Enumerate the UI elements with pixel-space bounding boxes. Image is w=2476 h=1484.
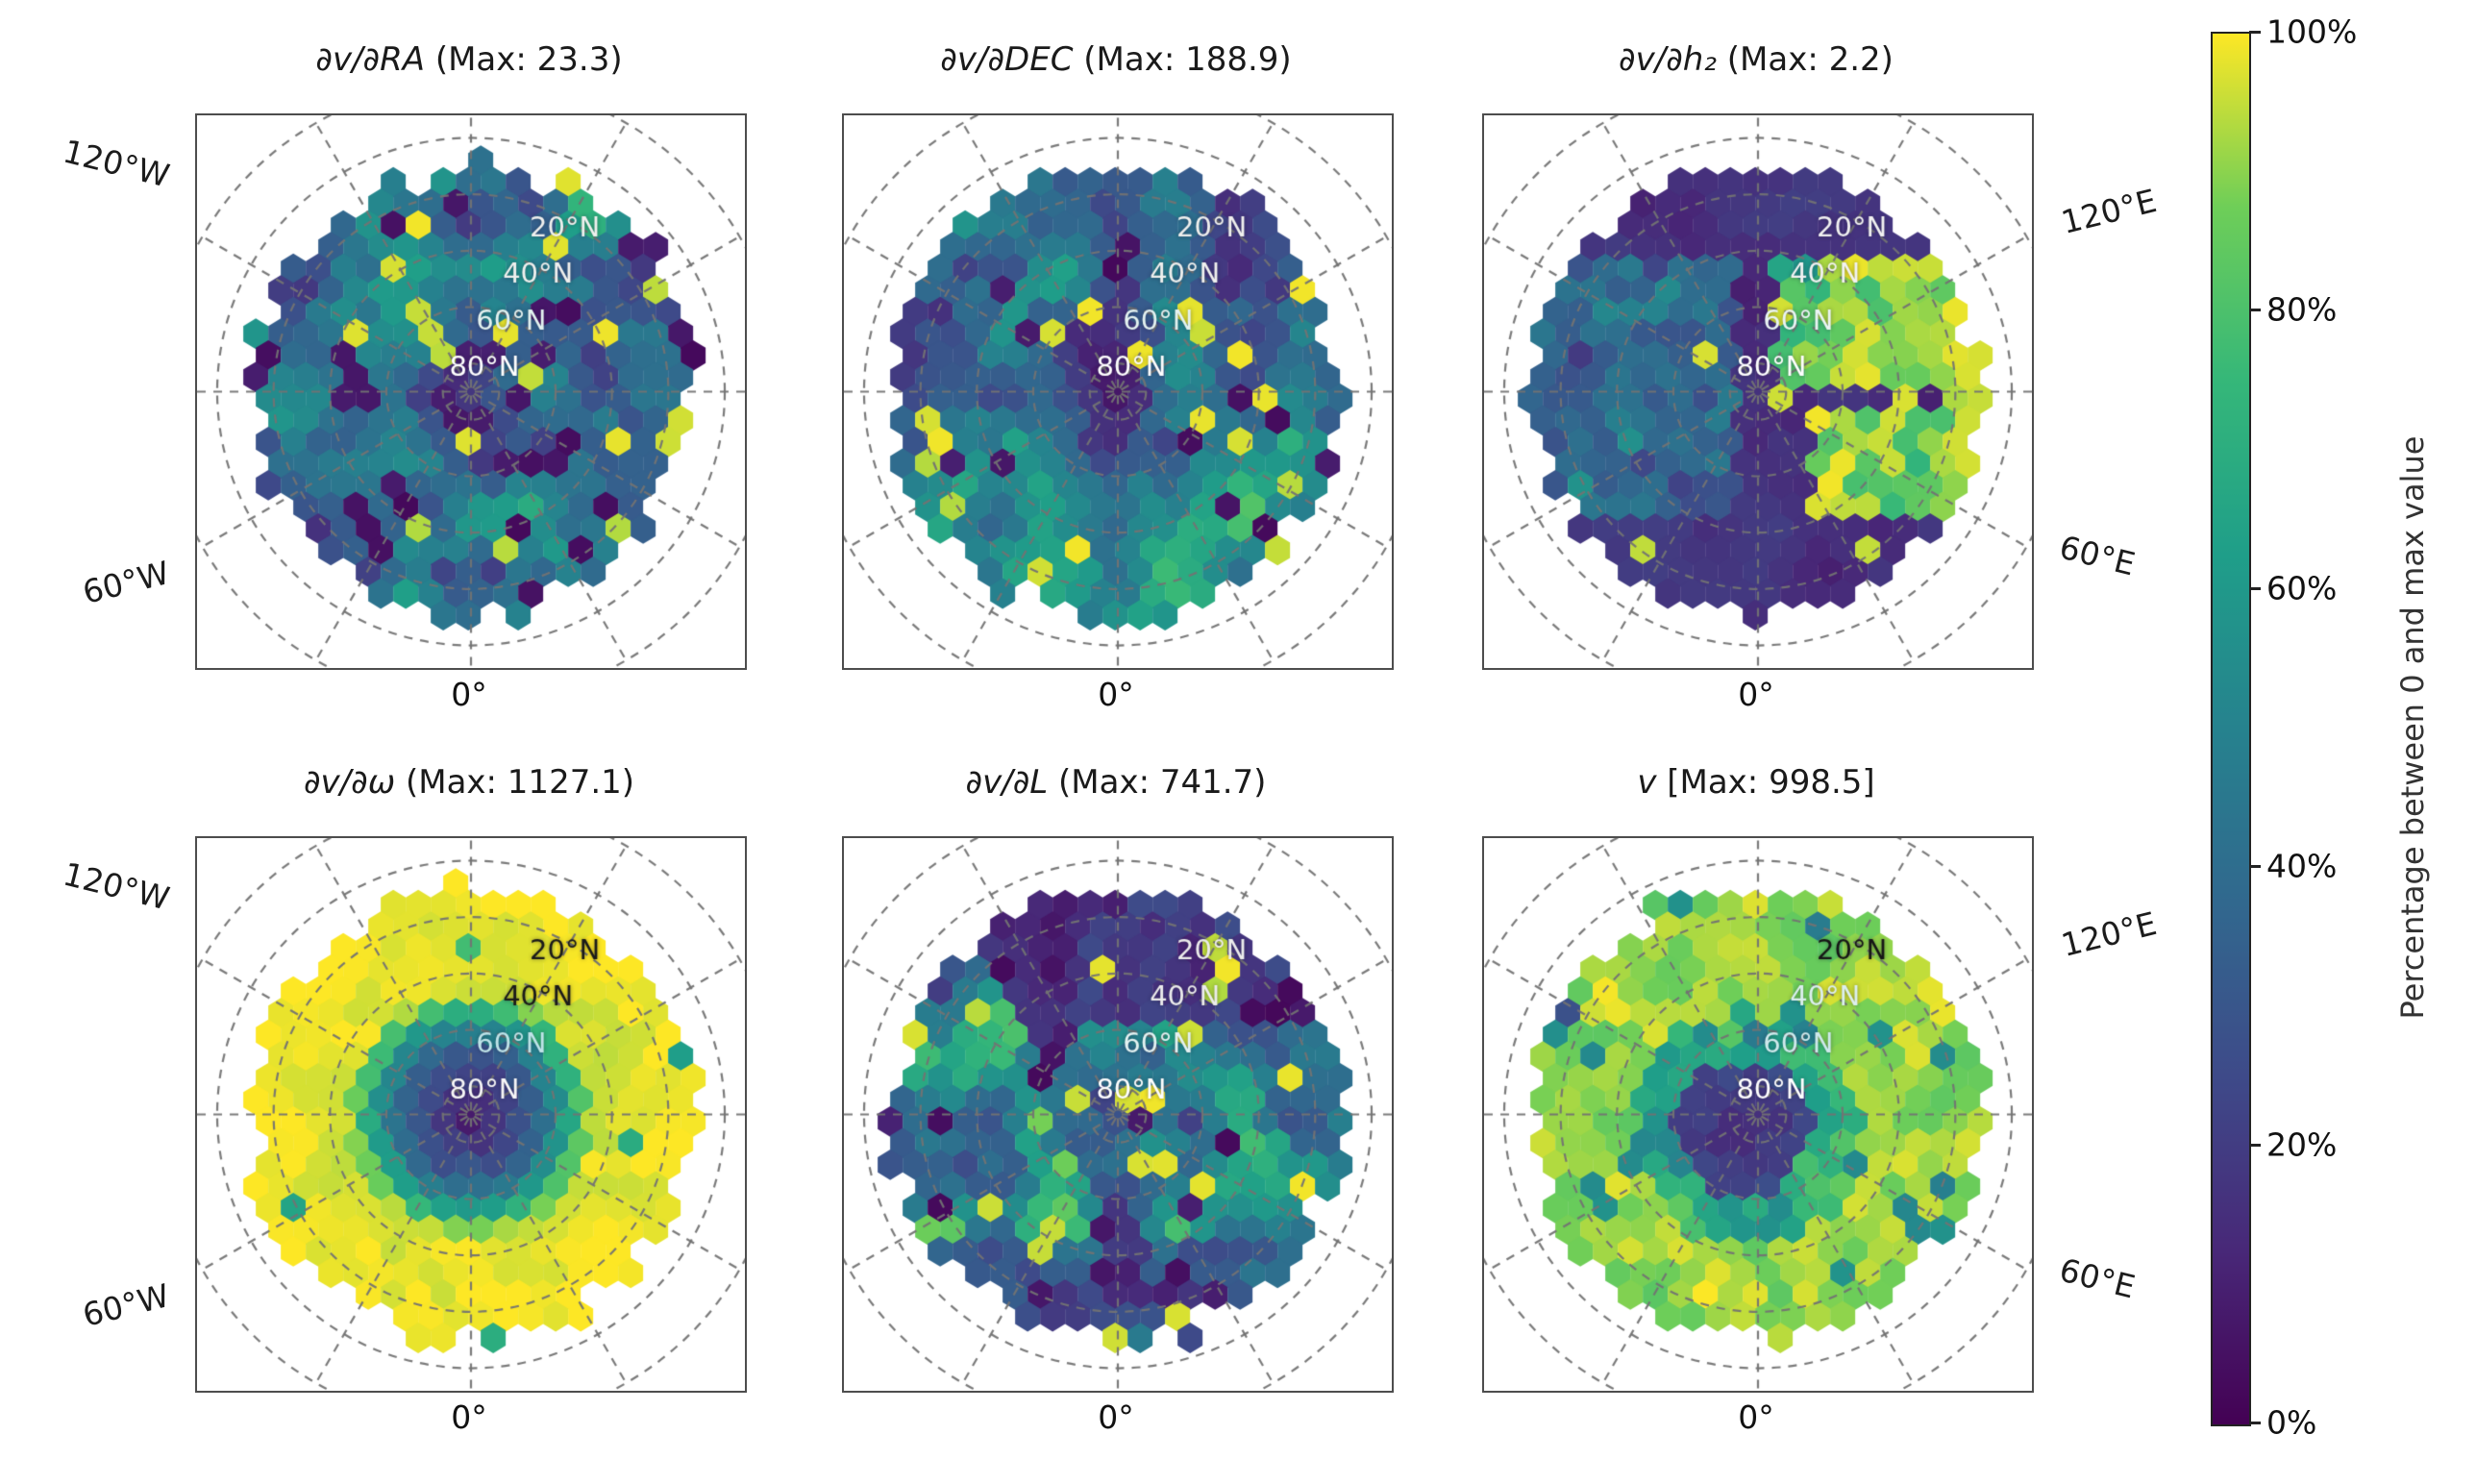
theta-tick-60W: 60°W xyxy=(79,554,173,611)
panel-title-expr: ∂v/∂h₂ xyxy=(1619,40,1717,79)
panel-title-max: (Max: 1127.1) xyxy=(405,763,635,802)
theta-tick-0deg: 0° xyxy=(1098,1398,1134,1436)
panel-title-expr: ∂v/∂ω xyxy=(303,763,396,802)
polar-hexbin-panel-dv-dRA xyxy=(195,113,747,670)
polar-hexbin-panel-dv-dh2 xyxy=(1482,113,2034,670)
theta-tick-60E: 60°E xyxy=(2055,528,2140,583)
polar-hexbin-panel-dv-dDEC xyxy=(842,113,1394,670)
panel-title-max: (Max: 741.7) xyxy=(1058,763,1267,802)
theta-tick-0deg: 0° xyxy=(451,1398,487,1436)
polar-hexbin-panel-v xyxy=(1482,836,2034,1393)
hexbin-canvas xyxy=(195,113,747,670)
colorbar-tick-label: 100% xyxy=(2266,12,2358,51)
colorbar-tick-mark xyxy=(2249,309,2261,312)
panel-title-dv-dL: ∂v/∂L (Max: 741.7) xyxy=(842,763,1390,802)
panel-title-max: (Max: 188.9) xyxy=(1083,40,1292,79)
colorbar-tick-mark xyxy=(2249,1422,2261,1424)
theta-tick-120E: 120°E xyxy=(2057,903,2161,965)
theta-tick-120W: 120°W xyxy=(59,132,174,195)
colorbar-tick-mark xyxy=(2249,31,2261,34)
panel-title-expr: ∂v/∂DEC xyxy=(940,40,1074,79)
panel-title-v: v [Max: 998.5] xyxy=(1482,763,2030,802)
panel-title-max: (Max: 2.2) xyxy=(1726,40,1894,79)
colorbar-tick-label: 20% xyxy=(2266,1125,2338,1164)
panel-title-max: (Max: 23.3) xyxy=(434,40,623,79)
colorbar-tick-label: 0% xyxy=(2266,1403,2317,1442)
panel-title-dv-dRA: ∂v/∂RA (Max: 23.3) xyxy=(195,40,743,79)
panel-title-dv-dDEC: ∂v/∂DEC (Max: 188.9) xyxy=(842,40,1390,79)
theta-tick-0deg: 0° xyxy=(451,676,487,713)
colorbar xyxy=(2211,32,2251,1426)
panel-title-dv-dh2: ∂v/∂h₂ (Max: 2.2) xyxy=(1482,40,2030,79)
polar-hexbin-panel-dv-domega xyxy=(195,836,747,1393)
theta-tick-60E: 60°E xyxy=(2055,1250,2140,1306)
hexbin-canvas xyxy=(1482,836,2034,1393)
panel-title-expr: ∂v/∂L xyxy=(965,763,1049,802)
colorbar-tick-mark xyxy=(2249,586,2261,590)
panel-title-expr: ∂v/∂RA xyxy=(315,40,425,79)
theta-tick-120E: 120°E xyxy=(2057,181,2161,242)
theta-tick-0deg: 0° xyxy=(1098,676,1134,713)
hexbin-canvas xyxy=(842,113,1394,670)
polar-hexbin-panel-dv-dL xyxy=(842,836,1394,1393)
panel-title-expr: v xyxy=(1637,763,1657,802)
theta-tick-0deg: 0° xyxy=(1738,1398,1774,1436)
panel-title-max: [Max: 998.5] xyxy=(1667,763,1875,802)
theta-tick-60W: 60°W xyxy=(79,1276,173,1334)
colorbar-tick-label: 40% xyxy=(2266,847,2338,885)
hexbin-canvas xyxy=(195,836,747,1393)
theta-tick-0deg: 0° xyxy=(1738,676,1774,713)
colorbar-axis-label: Percentage between 0 and max value xyxy=(2394,435,2431,1019)
panel-title-dv-domega: ∂v/∂ω (Max: 1127.1) xyxy=(195,763,743,802)
colorbar-tick-mark xyxy=(2249,865,2261,869)
colorbar-tick-label: 80% xyxy=(2266,290,2338,329)
colorbar-tick-mark xyxy=(2249,1143,2261,1147)
theta-tick-120W: 120°W xyxy=(59,854,174,918)
hexbin-canvas xyxy=(1482,113,2034,670)
hexbin-canvas xyxy=(842,836,1394,1393)
colorbar-tick-label: 60% xyxy=(2266,569,2338,607)
